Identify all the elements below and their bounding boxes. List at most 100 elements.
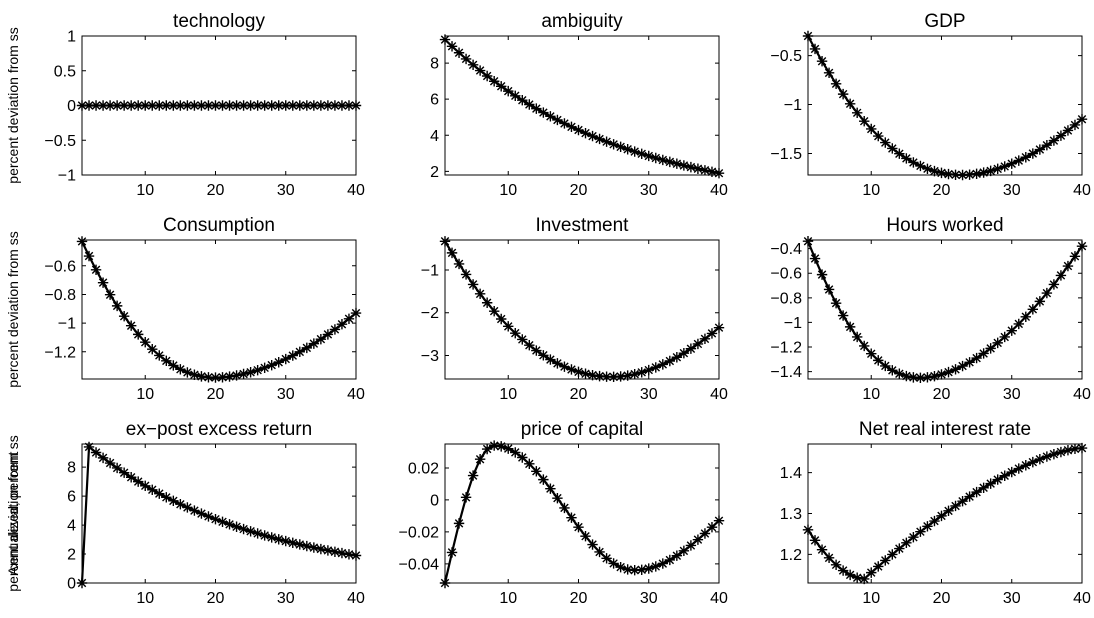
data-point — [866, 567, 877, 578]
data-point — [823, 67, 835, 79]
x-tick-label: 30 — [640, 386, 658, 403]
data-point — [231, 521, 242, 532]
data-point — [957, 169, 968, 181]
x-tick-label: 30 — [277, 182, 295, 199]
y-tick-label: 0 — [430, 492, 439, 509]
x-tick-label: 30 — [277, 386, 295, 403]
data-point — [1027, 304, 1039, 315]
data-point — [929, 515, 940, 527]
data-point — [1006, 158, 1017, 169]
data-point — [266, 359, 277, 371]
data-point — [1034, 144, 1046, 155]
data-point — [336, 319, 348, 330]
data-point — [566, 364, 577, 375]
data-point — [880, 137, 891, 148]
data-point — [252, 528, 263, 539]
data-point — [203, 511, 214, 522]
data-point — [97, 452, 109, 464]
data-point — [467, 279, 479, 290]
data-point — [622, 564, 633, 575]
data-point — [175, 499, 186, 510]
data-point — [488, 76, 500, 87]
data-point — [985, 165, 996, 177]
data-point — [580, 368, 591, 379]
data-point — [594, 546, 605, 558]
data-point — [957, 360, 968, 372]
subplot-title: ex−post excess return — [126, 419, 312, 440]
data-point — [608, 371, 619, 383]
subplot-title: price of capital — [521, 419, 644, 440]
data-point — [210, 513, 221, 525]
series-line — [80, 444, 357, 584]
data-point — [252, 364, 263, 376]
data-point — [481, 443, 493, 455]
data-point — [713, 515, 725, 526]
data-point — [301, 100, 313, 111]
data-point — [809, 535, 821, 546]
data-point — [90, 264, 102, 275]
data-point — [196, 100, 207, 111]
data-point — [140, 337, 151, 348]
data-point — [802, 236, 814, 247]
data-point — [837, 565, 849, 576]
data-point — [685, 161, 697, 173]
x-tick-label: 20 — [207, 590, 225, 607]
y-axis-label: Annualized, percent — [5, 452, 21, 576]
data-point — [189, 505, 200, 516]
y-tick-label: 0.02 — [408, 460, 439, 477]
data-point — [503, 321, 514, 332]
data-point — [168, 100, 179, 111]
data-point — [992, 337, 1003, 349]
data-point — [901, 370, 912, 382]
data-point — [587, 130, 598, 142]
data-point — [657, 359, 668, 370]
data-point — [510, 327, 521, 339]
data-point — [866, 123, 877, 135]
subplot-title: Net real interest rate — [859, 419, 1031, 440]
data-point — [816, 544, 828, 555]
data-point — [329, 324, 341, 335]
data-point — [552, 492, 563, 504]
data-point — [601, 136, 612, 147]
data-point — [224, 100, 235, 111]
data-point — [111, 462, 123, 474]
data-point — [802, 30, 814, 42]
data-point — [488, 440, 500, 451]
data-point — [636, 148, 647, 160]
subplot-title: Consumption — [163, 215, 275, 236]
data-point — [154, 100, 165, 111]
data-point — [615, 561, 626, 573]
data-point — [460, 53, 472, 65]
axes-box — [444, 35, 720, 176]
data-point — [287, 100, 298, 111]
data-point — [552, 358, 563, 369]
data-point — [664, 355, 676, 367]
data-point — [203, 100, 214, 111]
data-point — [943, 366, 954, 378]
data-point — [460, 269, 472, 280]
y-tick-label: 2 — [67, 547, 76, 564]
data-point — [608, 558, 619, 569]
data-point — [238, 100, 249, 111]
data-point — [350, 307, 362, 319]
data-point — [971, 168, 982, 180]
data-point — [873, 355, 884, 366]
data-point — [1076, 240, 1088, 252]
data-point — [118, 467, 130, 478]
data-point — [636, 367, 647, 378]
data-point — [706, 328, 718, 339]
data-point — [97, 277, 109, 288]
data-point — [510, 447, 521, 458]
data-point — [816, 56, 828, 67]
subplot-investment: Investment 10 20 30 40 −3 −2 −1 — [421, 215, 728, 403]
data-point — [1013, 155, 1024, 166]
data-point — [531, 345, 542, 356]
data-point — [950, 364, 961, 375]
data-point — [460, 492, 472, 503]
data-point — [168, 495, 179, 507]
data-point — [467, 470, 479, 481]
data-point — [964, 357, 975, 368]
data-point — [453, 47, 465, 58]
data-point — [524, 458, 535, 470]
data-point — [322, 329, 334, 340]
